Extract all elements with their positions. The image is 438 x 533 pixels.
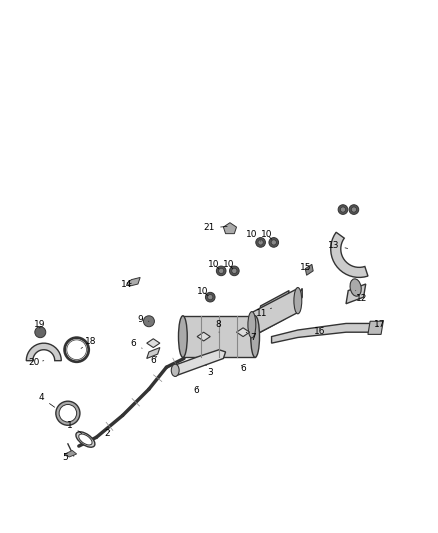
Text: 15: 15 [300,263,311,272]
Text: 4: 4 [39,393,55,407]
Polygon shape [197,332,210,341]
Polygon shape [65,450,77,457]
Ellipse shape [76,432,95,447]
Text: 10: 10 [208,260,219,269]
Polygon shape [305,264,313,275]
Ellipse shape [349,205,359,214]
Text: 9: 9 [137,316,149,325]
Ellipse shape [350,279,361,296]
Text: 7: 7 [246,332,256,342]
Polygon shape [331,232,368,277]
Text: 10: 10 [197,287,208,296]
Polygon shape [147,339,160,348]
Ellipse shape [144,316,154,327]
Text: 16: 16 [314,327,325,336]
Ellipse shape [351,207,357,212]
Text: 5: 5 [62,453,68,462]
Ellipse shape [269,238,279,247]
Text: 18: 18 [81,337,97,349]
Text: 1: 1 [67,421,82,433]
Ellipse shape [171,364,179,376]
Ellipse shape [338,205,348,214]
Text: 12: 12 [356,290,367,303]
Text: 21: 21 [204,223,227,232]
Text: 8: 8 [215,320,221,332]
Ellipse shape [208,295,213,300]
Ellipse shape [35,327,46,338]
Polygon shape [258,288,302,332]
Text: 10: 10 [223,260,235,269]
Text: 3: 3 [206,365,213,377]
Text: 2: 2 [105,429,110,438]
Ellipse shape [248,312,256,338]
Ellipse shape [56,401,80,425]
Polygon shape [346,284,366,304]
Ellipse shape [340,207,346,212]
Text: 6: 6 [150,356,157,365]
Ellipse shape [271,240,276,245]
Text: 19: 19 [34,320,45,329]
Ellipse shape [205,292,215,302]
Ellipse shape [256,238,265,247]
Text: 6: 6 [240,364,246,373]
Polygon shape [147,348,160,359]
Polygon shape [183,316,255,358]
Polygon shape [127,278,140,286]
Ellipse shape [258,240,263,245]
Ellipse shape [67,340,86,360]
Text: 14: 14 [121,280,133,289]
Polygon shape [223,223,237,233]
Text: 10: 10 [246,230,261,241]
Text: 20: 20 [28,358,44,367]
Polygon shape [272,324,372,343]
Polygon shape [256,290,289,334]
Polygon shape [252,288,298,336]
Text: 13: 13 [328,241,348,250]
Ellipse shape [178,316,187,358]
Ellipse shape [251,316,259,358]
Ellipse shape [371,323,378,333]
Ellipse shape [59,405,77,422]
Polygon shape [237,328,250,336]
Ellipse shape [219,268,224,273]
Polygon shape [26,343,61,361]
Ellipse shape [216,266,226,276]
Ellipse shape [79,434,92,445]
Ellipse shape [230,266,239,276]
Text: 17: 17 [374,320,386,329]
Polygon shape [175,350,226,376]
Text: 10: 10 [261,230,273,239]
Ellipse shape [232,268,237,273]
Text: 6: 6 [131,338,142,348]
Ellipse shape [294,287,302,314]
Text: 11: 11 [256,308,272,318]
Polygon shape [368,321,383,334]
Text: 6: 6 [193,385,199,394]
